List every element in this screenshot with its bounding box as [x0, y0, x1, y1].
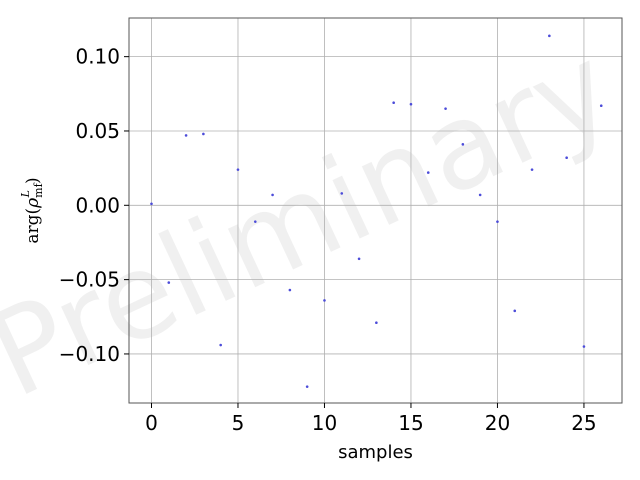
data-point: [167, 281, 171, 284]
data-point: [548, 34, 551, 38]
x-tick-label: 20: [485, 411, 510, 435]
data-point: [565, 156, 568, 160]
data-point: [375, 321, 378, 325]
y-tick-label: 0.05: [75, 119, 120, 143]
x-tick-label: 25: [571, 411, 596, 435]
x-tick-label: 15: [398, 411, 423, 435]
y-tick-label: 0.00: [75, 193, 120, 217]
data-point: [496, 220, 499, 223]
data-point: [323, 299, 326, 302]
y-tick-label: −0.05: [59, 268, 120, 292]
y-tick-label: 0.10: [75, 45, 120, 69]
y-label-symbol: ρ: [23, 198, 43, 209]
y-label-func: arg: [23, 214, 43, 243]
x-tick-label: 5: [232, 411, 245, 435]
data-point: [253, 220, 257, 223]
y-tick-label: −0.10: [59, 342, 120, 366]
data-point: [340, 192, 344, 195]
data-point: [305, 385, 309, 388]
x-axis-label: samples: [338, 442, 413, 463]
data-point: [357, 257, 361, 261]
y-axis-label: arg(ρmfL): [19, 177, 45, 243]
data-point: [219, 343, 222, 347]
grid: [129, 18, 622, 403]
x-tick-label: 10: [312, 411, 337, 435]
data-point: [530, 168, 534, 171]
plot-frame: [128, 17, 623, 404]
data-point: [409, 102, 413, 106]
y-axis: −0.10 −0.05 0.00 0.05 0.10: [59, 45, 129, 366]
x-axis: 0 5 10 15 20 25: [145, 403, 597, 435]
data-point: [444, 107, 447, 110]
data-point: [271, 193, 274, 197]
data-point: [513, 309, 517, 313]
data-point: [150, 202, 153, 206]
data-point: [478, 193, 482, 197]
data-point: [288, 288, 292, 292]
y-label-subscript: mf: [32, 182, 45, 197]
data-point: [392, 101, 395, 105]
data-points: [150, 34, 603, 388]
data-point: [184, 134, 188, 137]
data-point: [599, 104, 603, 108]
x-tick-label: 0: [145, 411, 158, 435]
data-point: [426, 171, 430, 174]
data-point: [461, 143, 465, 146]
data-point: [202, 132, 205, 136]
y-label-paren-close: ): [23, 177, 43, 184]
y-label-paren-open: (: [23, 208, 43, 215]
data-point: [236, 168, 240, 171]
y-label-superscript: L: [19, 190, 32, 198]
data-point: [582, 345, 586, 348]
